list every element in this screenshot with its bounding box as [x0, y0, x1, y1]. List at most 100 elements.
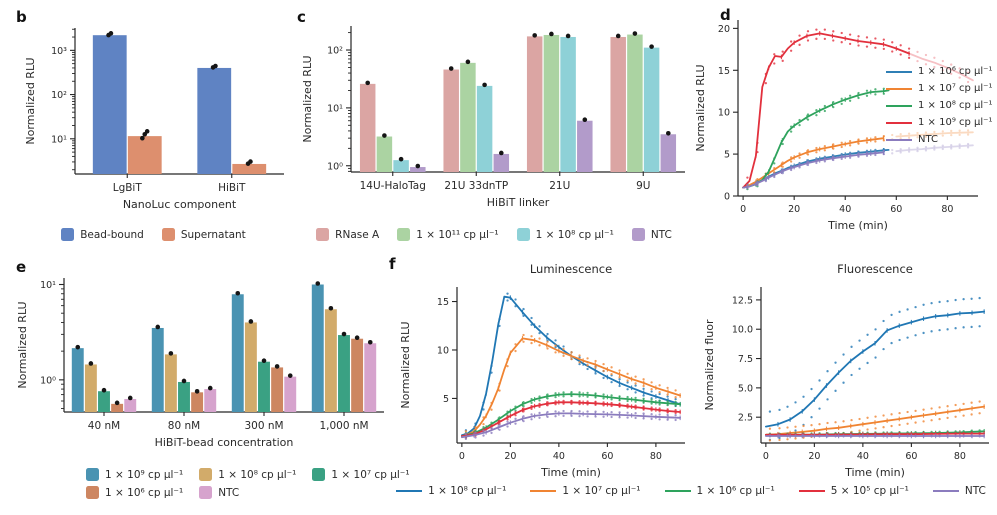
- legend-item: 1 × 10¹¹ cp µl⁻¹: [397, 228, 499, 241]
- svg-text:7.5: 7.5: [738, 354, 753, 365]
- chart-d-svg: 0 5 10 15 20 0 20 40 60 80 Time (min) Normalized RL…: [694, 20, 978, 232]
- svg-text:Normalized RLU: Normalized RLU: [24, 57, 37, 144]
- panel-letter-c: c: [297, 8, 306, 26]
- legend-line-swatch: [798, 490, 825, 492]
- legend-e-row: 1 × 10⁹ cp µl⁻¹ 1 × 10⁸ cp µl⁻¹ 1 × 10⁷ cp…: [86, 468, 410, 481]
- legend-item: Bead-bound: [61, 228, 144, 241]
- legend-label: 1 × 10⁷ cp µl⁻¹: [918, 83, 993, 94]
- legend-f-row: 1 × 10⁸ cp µl⁻¹ 1 × 10⁷ cp µl⁻¹ 1 × 10⁶ cp…: [396, 485, 986, 497]
- svg-text:0: 0: [724, 192, 730, 203]
- legend-label: 1 × 10⁸ cp µl⁻¹: [428, 485, 507, 497]
- legend-color-swatch: [199, 468, 213, 481]
- legend-d-row: 1 × 10⁸ cp µl⁻¹: [886, 100, 992, 111]
- svg-text:10³: 10³: [51, 46, 67, 57]
- legend-label: 1 × 10¹¹ cp µl⁻¹: [416, 228, 499, 241]
- svg-text:15: 15: [718, 66, 730, 77]
- svg-text:80: 80: [954, 451, 966, 462]
- legend-item: NTC: [199, 486, 239, 499]
- legend-d-row: 1 × 10⁹ cp µl⁻¹: [886, 117, 992, 128]
- legend-item: 1 × 10⁸ cp µl⁻¹: [516, 228, 614, 241]
- svg-text:10¹: 10¹: [51, 134, 67, 145]
- legend-item: 1 × 10⁶ cp µl⁻¹: [886, 66, 992, 77]
- legend-d-row: NTC: [886, 134, 992, 145]
- panel-e: e 10⁰ 10¹ 40 nM 80 nM 300 nM 1,000 nM HiBiT-be…: [12, 256, 410, 514]
- svg-text:1,000 nM: 1,000 nM: [319, 420, 368, 432]
- chart-d: 0 5 10 15 20 0 20 40 60 80 Time (min) Normalized RL…: [694, 6, 994, 250]
- legend-line-swatch: [886, 104, 912, 107]
- svg-text:HiBiT: HiBiT: [218, 182, 246, 194]
- legend-color-swatch: [312, 468, 326, 481]
- legend-label: NTC: [218, 486, 240, 499]
- panel-d: d 0 5 10 15 20 0 20 40 60 80 Time (min) Normalized …: [690, 6, 997, 248]
- svg-text:21U 33dnTP: 21U 33dnTP: [444, 180, 508, 192]
- chart-e-svg: 10⁰ 10¹ 40 nM 80 nM 300 nM 1,000 nM HiBiT-bead…: [16, 278, 384, 449]
- legend-color-swatch: [316, 228, 330, 241]
- svg-text:0: 0: [763, 451, 769, 462]
- legend-item: 1 × 10⁹ cp µl⁻¹: [886, 117, 992, 128]
- svg-text:Luminescence: Luminescence: [530, 262, 612, 276]
- svg-text:14U-HaloTag: 14U-HaloTag: [360, 180, 426, 192]
- svg-text:Normalized RLU: Normalized RLU: [16, 301, 29, 388]
- svg-text:12.5: 12.5: [732, 295, 753, 306]
- legend-label: NTC: [918, 134, 938, 145]
- chart-b-svg: 10¹ 10² 10³ LgBiT HiBiT NanoLuc component Norm…: [24, 28, 284, 211]
- svg-text:300 nM: 300 nM: [244, 420, 283, 432]
- legend-e-row: 1 × 10⁶ cp µl⁻¹ NTC: [86, 486, 410, 499]
- legend-d-row: 1 × 10⁷ cp µl⁻¹: [886, 83, 992, 94]
- svg-text:60: 60: [890, 204, 902, 215]
- legend-item: 1 × 10⁶ cp µl⁻¹: [86, 486, 183, 499]
- legend-label: 1 × 10⁸ cp µl⁻¹: [218, 468, 297, 481]
- legend-label: 5 × 10⁵ cp µl⁻¹: [830, 485, 909, 497]
- legend-line-swatch: [886, 70, 912, 73]
- legend-label: 1 × 10⁶ cp µl⁻¹: [696, 485, 775, 497]
- chart-f-fluorescence: 2.5 5.0 7.5 10.0 12.5 0 20 40 60 80 Time (min) Norm…: [697, 259, 997, 499]
- svg-text:10⁰: 10⁰: [40, 375, 56, 386]
- legend-item: 1 × 10⁸ cp µl⁻¹: [199, 468, 296, 481]
- legend-label: 1 × 10⁷ cp µl⁻¹: [562, 485, 641, 497]
- legend-item: Supernatant: [161, 228, 246, 241]
- legend-line-swatch: [664, 490, 691, 492]
- legend-f: 1 × 10⁸ cp µl⁻¹ 1 × 10⁷ cp µl⁻¹ 1 × 10⁶ cp…: [385, 485, 997, 502]
- legend-b-row: Bead-bound Supernatant: [61, 228, 246, 241]
- svg-text:80: 80: [941, 204, 953, 215]
- chart-f-luminescence: 5 10 15 0 20 40 60 80 Time (min) Normalized RLU Lu…: [393, 259, 695, 499]
- svg-text:NanoLuc component: NanoLuc component: [123, 198, 237, 211]
- legend-item: 1 × 10⁶ cp µl⁻¹: [664, 485, 775, 497]
- legend-line-swatch: [886, 138, 912, 141]
- svg-text:10¹: 10¹: [40, 280, 56, 291]
- svg-text:0: 0: [459, 451, 465, 462]
- legend-item: RNase A: [316, 228, 379, 241]
- legend-label: 1 × 10⁶ cp µl⁻¹: [918, 66, 993, 77]
- svg-text:Normalized RLU: Normalized RLU: [399, 321, 412, 408]
- legend-label: Bead-bound: [80, 228, 144, 241]
- panel-letter-e: e: [16, 258, 27, 276]
- svg-text:40: 40: [839, 204, 851, 215]
- svg-text:40: 40: [857, 451, 869, 462]
- svg-text:21U: 21U: [549, 180, 570, 192]
- legend-color-swatch: [86, 468, 99, 481]
- legend-color-swatch: [631, 228, 645, 241]
- legend-d: 1 × 10⁶ cp µl⁻¹ 1 × 10⁷ cp µl⁻¹ 1 × 10⁸ cp…: [886, 66, 992, 151]
- legend-c-row: RNase A 1 × 10¹¹ cp µl⁻¹ 1 × 10⁸ cp µl⁻¹ NT…: [316, 228, 672, 241]
- legend-label: 1 × 10⁷ cp µl⁻¹: [331, 468, 410, 481]
- panel-b: b 10¹ 10² 10³ LgBiT HiBiT NanoLuc component No…: [12, 6, 295, 254]
- legend-label: 1 × 10⁸ cp µl⁻¹: [535, 228, 614, 241]
- legend-label: RNase A: [335, 228, 380, 241]
- svg-text:Fluorescence: Fluorescence: [837, 262, 913, 276]
- svg-text:5: 5: [724, 150, 730, 161]
- svg-text:10²: 10²: [327, 46, 343, 57]
- legend-item: 5 × 10⁵ cp µl⁻¹: [798, 485, 909, 497]
- svg-text:Time (min): Time (min): [827, 219, 888, 232]
- svg-text:Normalized RLU: Normalized RLU: [301, 55, 314, 142]
- legend-item: 1 × 10⁸ cp µl⁻¹: [886, 100, 992, 111]
- legend-c: RNase A 1 × 10¹¹ cp µl⁻¹ 1 × 10⁸ cp µl⁻¹ NT…: [293, 228, 695, 246]
- chart-c-svg: 10⁰ 10¹ 10² 14U-HaloTag 21U 33dnTP 21U 9U HiBiT…: [301, 26, 685, 209]
- svg-text:Time (min): Time (min): [540, 466, 601, 479]
- legend-line-swatch: [886, 87, 912, 90]
- legend-item: NTC: [631, 228, 672, 241]
- svg-text:5: 5: [443, 394, 449, 405]
- svg-text:10⁰: 10⁰: [327, 161, 343, 172]
- svg-text:60: 60: [905, 451, 917, 462]
- legend-label: NTC: [650, 228, 672, 241]
